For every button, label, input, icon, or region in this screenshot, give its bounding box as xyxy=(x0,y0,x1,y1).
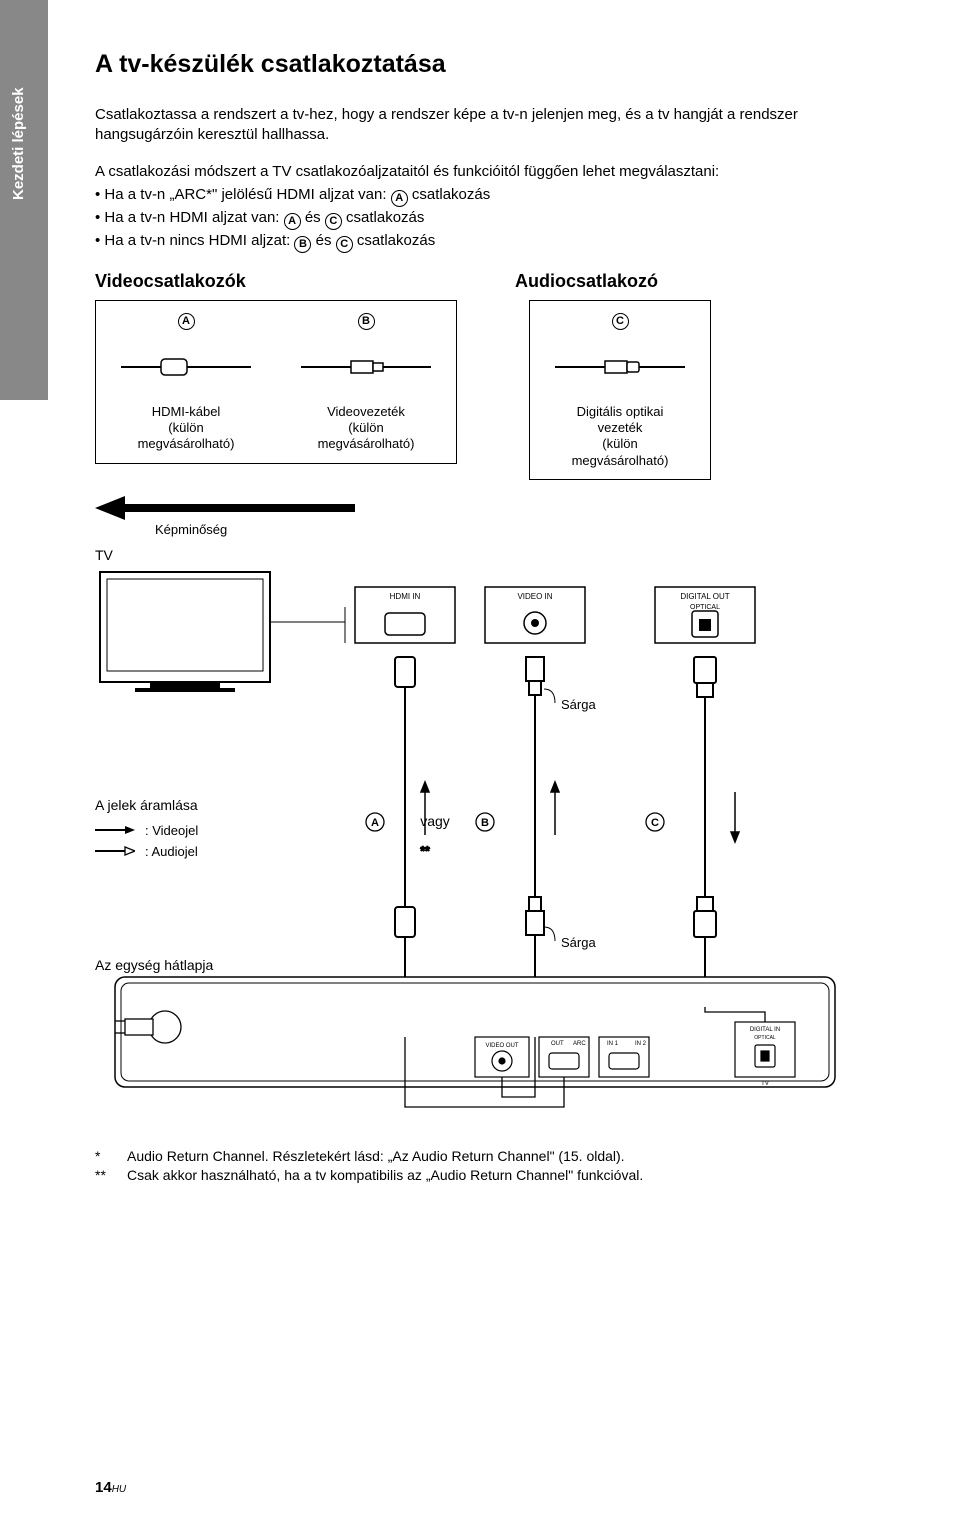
options-list: Ha a tv-n „ARC*" jelölésű HDMI aljzat va… xyxy=(95,184,890,253)
flow-audio-row: : Audiojel xyxy=(95,844,198,859)
cable-label-a: HDMI-kábel (külön megvásárolható) xyxy=(102,404,270,453)
page-content: A tv-készülék csatlakoztatása Csatlakozt… xyxy=(95,50,890,1186)
video-in-label: VIDEO IN xyxy=(517,592,552,601)
tv-label: TV xyxy=(95,547,890,563)
side-tab: Kezdeti lépések xyxy=(0,0,48,400)
flow-video-row: : Videojel xyxy=(95,823,198,838)
video-out-label: VIDEO OUT xyxy=(485,1043,518,1049)
cable-label-c: Digitális optikai vezeték (külön megvásá… xyxy=(536,404,704,469)
video-cable-box: A HDMI-kábel (külön megvásárolható) B Vi… xyxy=(95,300,457,464)
cable-label-b: Videovezeték (külön megvásárolható) xyxy=(282,404,450,453)
intro-text: Csatlakoztassa a rendszert a tv-hez, hog… xyxy=(95,105,890,146)
circ-a-icon: A xyxy=(178,313,195,330)
hdmi-cable-icon xyxy=(102,344,270,390)
digital-out-label: DIGITAL OUT xyxy=(680,592,729,601)
side-tab-label: Kezdeti lépések xyxy=(10,87,27,200)
section-titles: Videocsatlakozók Audiocsatlakozó xyxy=(95,271,890,300)
sub-text: A csatlakozási módszert a TV csatlakozóa… xyxy=(95,162,890,182)
circ-a: A xyxy=(391,190,408,207)
mid-a: A xyxy=(371,817,379,829)
cable-cell-b: B Videovezeték (külön megvásárolható) xyxy=(276,301,456,463)
footnote-1: * Audio Return Channel. Részletekért lás… xyxy=(95,1147,890,1167)
in1-label: IN 1 xyxy=(607,1041,619,1047)
circ-c: C xyxy=(336,236,353,253)
flow-legend: A jelek áramlása : Videojel : Audiojel xyxy=(95,797,198,865)
page-number: 14HU xyxy=(95,1479,126,1496)
audio-arrow-icon xyxy=(95,845,135,857)
opt-a: Ha a tv-n „ARC*" jelölésű HDMI aljzat va… xyxy=(95,184,890,207)
cable-row: A HDMI-kábel (külön megvásárolható) B Vi… xyxy=(95,300,890,480)
optical-label: OPTICAL xyxy=(690,604,720,611)
mid-c: C xyxy=(651,817,659,829)
video-cable-icon xyxy=(282,344,450,390)
diagram-svg: HDMI IN VIDEO IN DIGITAL OUT OPTICAL xyxy=(95,567,855,1127)
flow-title: A jelek áramlása xyxy=(95,797,198,813)
arc-label: ARC xyxy=(573,1041,586,1047)
kepminoseg-label: Képminőség xyxy=(155,522,890,537)
dbl-star: ** xyxy=(420,844,430,858)
opt-b: Ha a tv-n HDMI aljzat van: A és C csatla… xyxy=(95,207,890,230)
optical-cable-icon xyxy=(536,344,704,390)
optical2-label: OPTICAL xyxy=(754,1035,776,1041)
in2-label: IN 2 xyxy=(635,1041,647,1047)
out-label: OUT xyxy=(551,1041,564,1047)
arrow-icon xyxy=(95,496,355,520)
hdmi-in-label: HDMI IN xyxy=(390,592,421,601)
cable-cell-a: A HDMI-kábel (külön megvásárolható) xyxy=(96,301,276,463)
connection-diagram: HDMI IN VIDEO IN DIGITAL OUT OPTICAL xyxy=(95,567,855,1127)
audio-cable-box: C Digitális optikai vezeték (külön megvá… xyxy=(529,300,711,480)
footnote-2: ** Csak akkor használható, ha a tv kompa… xyxy=(95,1166,890,1186)
video-title: Videocsatlakozók xyxy=(95,271,515,292)
video-arrow-icon xyxy=(95,824,135,836)
circ-c: C xyxy=(325,213,342,230)
digital-in-label: DIGITAL IN xyxy=(750,1027,780,1033)
circ-b-icon: B xyxy=(358,313,375,330)
audio-title: Audiocsatlakozó xyxy=(515,271,658,292)
quality-arrow: Képminőség xyxy=(95,496,890,537)
opt-c: Ha a tv-n nincs HDMI aljzat: B és C csat… xyxy=(95,230,890,253)
mid-b: B xyxy=(481,817,489,829)
back-panel-label: Az egység hátlapja xyxy=(95,957,213,973)
cable-cell-c: C Digitális optikai vezeték (külön megvá… xyxy=(530,301,710,479)
sarga-top: Sárga xyxy=(561,697,596,712)
page-title: A tv-készülék csatlakoztatása xyxy=(95,50,890,79)
tv-port-label: TV xyxy=(761,1081,769,1087)
sarga-bot: Sárga xyxy=(561,935,596,950)
footnotes: * Audio Return Channel. Részletekért lás… xyxy=(95,1147,890,1186)
circ-b: B xyxy=(294,236,311,253)
circ-a: A xyxy=(284,213,301,230)
circ-c-icon: C xyxy=(612,313,629,330)
